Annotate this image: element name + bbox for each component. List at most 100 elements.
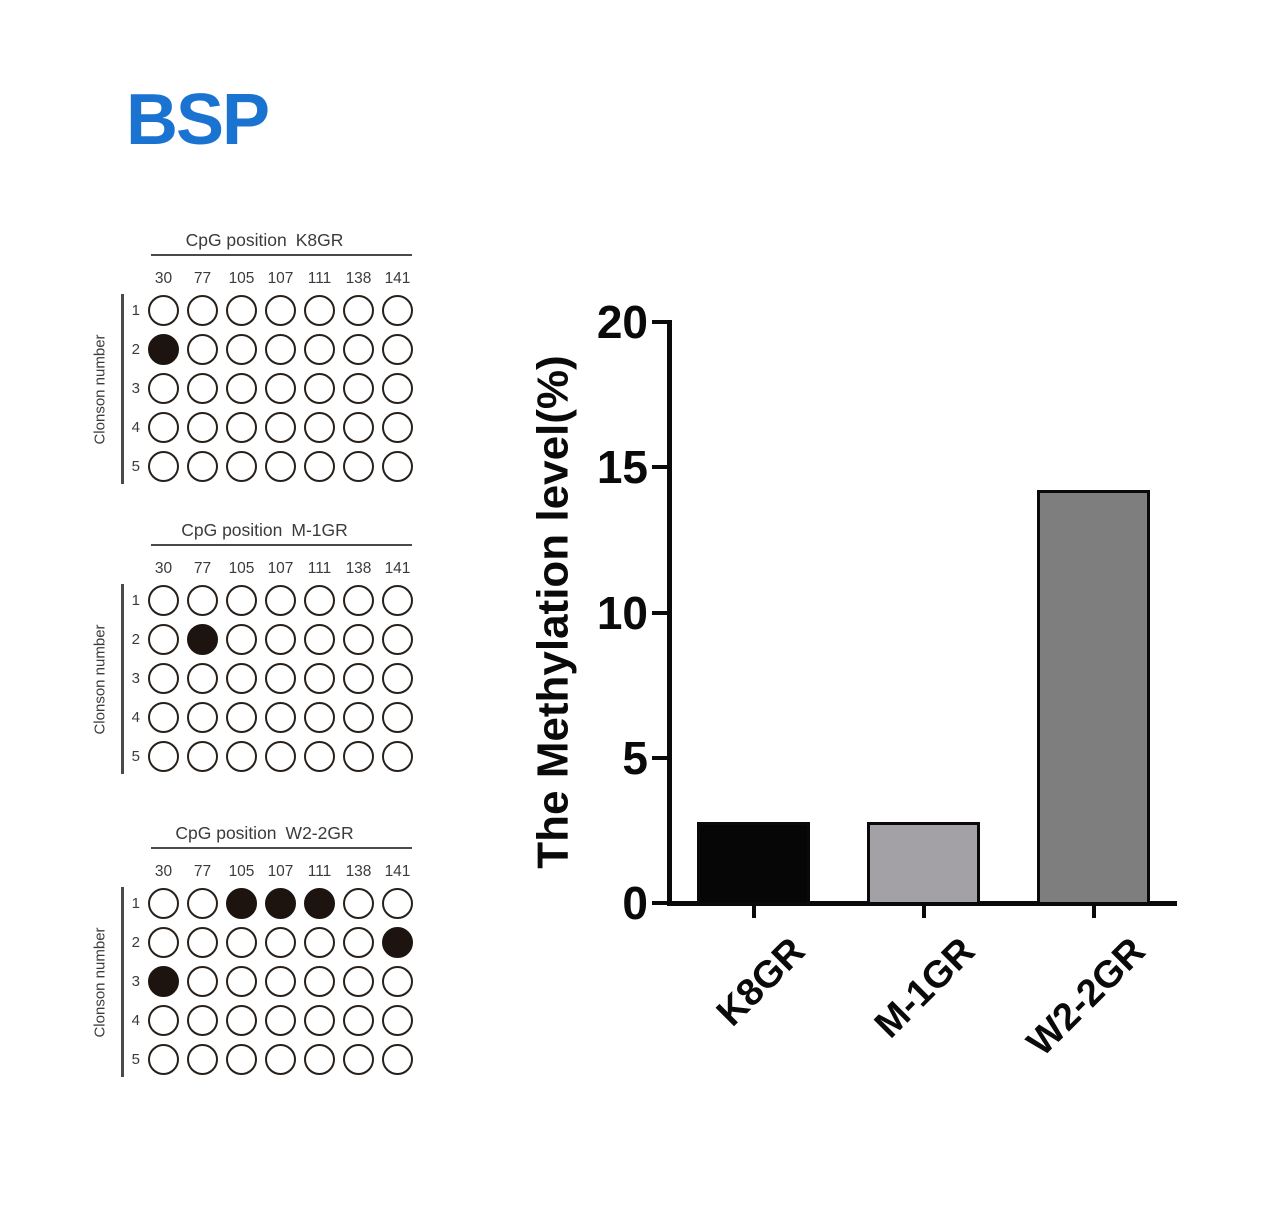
- unmethylated-cpg-circle: [148, 451, 179, 482]
- cpg-position-label: 107: [267, 560, 294, 577]
- unmethylated-cpg-circle: [265, 451, 296, 482]
- unmethylated-cpg-circle: [226, 966, 257, 997]
- clone-number-axis-text: Clonson number: [91, 926, 109, 1038]
- sample-name: K8GR: [295, 230, 344, 250]
- clone-number: 5: [131, 1051, 140, 1068]
- x-axis-category-label: W2-2GR: [1018, 930, 1154, 1065]
- unmethylated-cpg-circle: [343, 412, 374, 443]
- unmethylated-cpg-circle: [382, 451, 413, 482]
- clone-number-axis-text: Clonson number: [91, 333, 109, 445]
- unmethylated-cpg-circle: [343, 585, 374, 616]
- cpg-position-label: 30: [154, 863, 173, 880]
- unmethylated-cpg-circle: [226, 585, 257, 616]
- methylated-cpg-circle: [304, 888, 335, 919]
- unmethylated-cpg-circle: [304, 585, 335, 616]
- methylated-cpg-circle: [226, 888, 257, 919]
- unmethylated-cpg-circle: [343, 888, 374, 919]
- clone-row-5: 5: [124, 741, 413, 772]
- clone-number: 2: [131, 631, 140, 648]
- unmethylated-cpg-circle: [304, 966, 335, 997]
- y-axis-line: [667, 320, 672, 903]
- clone-row-4: 4: [124, 702, 413, 733]
- unmethylated-cpg-circle: [187, 295, 218, 326]
- unmethylated-cpg-circle: [226, 412, 257, 443]
- unmethylated-cpg-circle: [343, 451, 374, 482]
- unmethylated-cpg-circle: [148, 585, 179, 616]
- unmethylated-cpg-circle: [304, 373, 335, 404]
- unmethylated-cpg-circle: [304, 663, 335, 694]
- clone-number-axis-label: Clonson number: [88, 294, 112, 484]
- unmethylated-cpg-circle: [304, 927, 335, 958]
- cpg-grid-rows: 1 2 3 4 5: [124, 585, 413, 772]
- clone-row-3: 3: [124, 663, 413, 694]
- unmethylated-cpg-circle: [187, 741, 218, 772]
- clone-row-5: 5: [124, 451, 413, 482]
- unmethylated-cpg-circle: [382, 624, 413, 655]
- unmethylated-cpg-circle: [382, 373, 413, 404]
- clone-axis-line: [121, 887, 124, 1077]
- unmethylated-cpg-circle: [187, 966, 218, 997]
- unmethylated-cpg-circle: [148, 1005, 179, 1036]
- clone-number: 1: [131, 592, 140, 609]
- clone-number: 1: [131, 895, 140, 912]
- x-axis-tick: [921, 905, 926, 918]
- y-axis-tick-label: 5: [622, 731, 648, 784]
- y-axis-tick-label: 10: [596, 586, 648, 639]
- unmethylated-cpg-circle: [382, 702, 413, 733]
- unmethylated-cpg-circle: [382, 295, 413, 326]
- clone-axis-line: [121, 294, 124, 484]
- unmethylated-cpg-circle: [304, 702, 335, 733]
- methylated-cpg-circle: [148, 334, 179, 365]
- clone-axis-line: [121, 584, 124, 774]
- clone-number-axis-text: Clonson number: [91, 623, 109, 735]
- unmethylated-cpg-circle: [265, 1044, 296, 1075]
- cpg-position-labels: 30 77 105 107 111 138 141: [124, 270, 413, 288]
- unmethylated-cpg-circle: [343, 1005, 374, 1036]
- unmethylated-cpg-circle: [304, 295, 335, 326]
- clone-row-1: 1: [124, 295, 413, 326]
- cpg-position-label: 77: [193, 863, 212, 880]
- y-axis-tick: [652, 901, 667, 905]
- unmethylated-cpg-circle: [187, 1044, 218, 1075]
- x-axis-category-label: M-1GR: [866, 930, 984, 1047]
- unmethylated-cpg-circle: [343, 373, 374, 404]
- bar-K8GR: [697, 821, 810, 905]
- clone-row-2: 2: [124, 624, 413, 655]
- unmethylated-cpg-circle: [343, 741, 374, 772]
- cpg-grid-rows: 1 2 3 4 5: [124, 295, 413, 482]
- unmethylated-cpg-circle: [382, 334, 413, 365]
- unmethylated-cpg-circle: [304, 412, 335, 443]
- cpg-grid-M-1GR: CpG position M-1GR 30 77 105 107 111 138 141 Clon…: [90, 518, 440, 780]
- y-axis-tick: [652, 320, 667, 324]
- unmethylated-cpg-circle: [148, 1044, 179, 1075]
- unmethylated-cpg-circle: [304, 741, 335, 772]
- unmethylated-cpg-circle: [265, 373, 296, 404]
- y-axis-tick: [652, 465, 667, 470]
- unmethylated-cpg-circle: [265, 412, 296, 443]
- methylation-bar-chart: The Methylation level(%) 0 5 10 15 20 K8GR M-1…: [529, 290, 1267, 1207]
- methylated-cpg-circle: [148, 966, 179, 997]
- unmethylated-cpg-circle: [265, 624, 296, 655]
- unmethylated-cpg-circle: [343, 1044, 374, 1075]
- cpg-position-label: 105: [228, 560, 255, 577]
- unmethylated-cpg-circle: [148, 373, 179, 404]
- unmethylated-cpg-circle: [187, 702, 218, 733]
- unmethylated-cpg-circle: [343, 624, 374, 655]
- title-underline: [151, 254, 412, 256]
- unmethylated-cpg-circle: [265, 295, 296, 326]
- cpg-position-labels: 30 77 105 107 111 138 141: [124, 863, 413, 881]
- unmethylated-cpg-circle: [226, 373, 257, 404]
- unmethylated-cpg-circle: [148, 295, 179, 326]
- cpg-grid-W2-2GR: CpG position W2-2GR 30 77 105 107 111 138 141 Clo…: [90, 821, 440, 1083]
- clone-number: 4: [131, 709, 140, 726]
- unmethylated-cpg-circle: [304, 1044, 335, 1075]
- unmethylated-cpg-circle: [226, 927, 257, 958]
- unmethylated-cpg-circle: [226, 451, 257, 482]
- unmethylated-cpg-circle: [382, 412, 413, 443]
- unmethylated-cpg-circle: [187, 927, 218, 958]
- unmethylated-cpg-circle: [148, 927, 179, 958]
- unmethylated-cpg-circle: [187, 334, 218, 365]
- unmethylated-cpg-circle: [382, 888, 413, 919]
- bar-W2-2GR: [1037, 489, 1150, 905]
